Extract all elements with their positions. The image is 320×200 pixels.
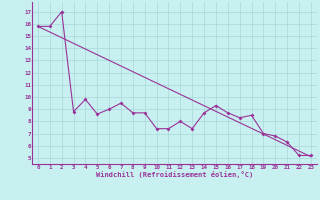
X-axis label: Windchill (Refroidissement éolien,°C): Windchill (Refroidissement éolien,°C) [96,171,253,178]
